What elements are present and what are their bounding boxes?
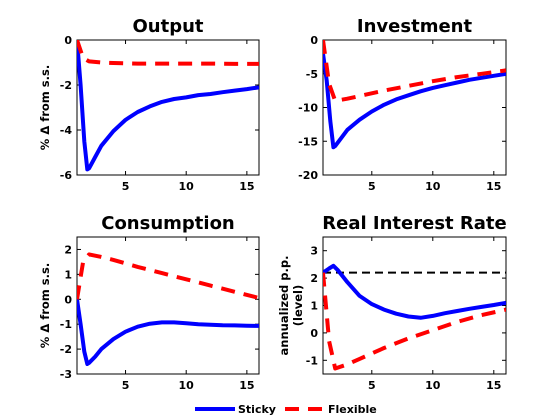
chart-title: Real Interest Rate [322,213,506,234]
series-line-flexible [77,252,259,300]
x-tick-label: 5 [122,180,130,193]
y-axis-label-line: % Δ from s.s. [38,65,52,150]
legend-label-sticky: Sticky [238,403,276,416]
series-line-flexible [323,272,506,371]
y-tick-label: -2 [60,343,72,356]
y-tick-label: -6 [60,169,73,182]
y-axis-label-line: annualized p.p. [277,256,291,356]
chart-panel-output: Output 0 -2 -4 -6 5 10 15 % Δ from s.s. [38,16,260,193]
chart-title: Consumption [101,213,235,234]
chart-panel-investment: Investment 0 -5 -10 -15 -20 5 10 15 [298,16,507,193]
chart-title: Investment [357,16,473,37]
y-axis-label-line: % Δ from s.s. [38,263,52,348]
y-tick-label: -3 [60,368,72,381]
series-line-flexible [323,40,506,103]
plot-series [77,40,259,172]
y-tick-label: -1 [60,318,72,331]
plot-series [323,263,506,371]
chart-title: Output [132,16,203,37]
y-tick-label: -10 [298,102,318,115]
y-tick-label: 2 [64,243,72,256]
x-tick-label: 5 [368,180,376,193]
y-tick-label: 0 [64,293,72,306]
y-tick-label: 1 [64,268,72,281]
y-tick-label: 2 [310,272,318,285]
x-tick-label: 10 [425,180,441,193]
x-tick-label: 15 [239,180,254,193]
series-line-flexible [77,40,259,66]
x-tick-label: 5 [368,379,376,392]
legend-label-flexible: Flexible [328,403,377,416]
y-tick-label: -20 [298,169,318,182]
y-tick-label: 0 [310,34,318,47]
plot-series [77,252,259,366]
series-line-sticky [77,299,259,366]
y-axis-label: % Δ from s.s. [38,65,52,150]
plot-area-frame [76,39,260,176]
y-tick-label: -15 [298,135,318,148]
series-line-sticky [323,263,506,320]
x-tick-label: 5 [122,379,130,392]
y-tick-label: 1 [310,300,318,313]
x-tick-label: 15 [239,379,254,392]
x-tick-label: 15 [486,379,501,392]
y-axis-label-line: (level) [291,285,305,327]
x-tick-label: 10 [425,379,441,392]
y-tick-label: 0 [310,327,318,340]
series-line-sticky [323,53,506,150]
y-tick-label: 3 [310,245,318,258]
x-tick-label: 10 [179,379,195,392]
plot-area-frame [76,236,260,375]
y-axis-label: % Δ from s.s. [38,263,52,348]
x-tick-label: 15 [486,180,501,193]
y-tick-label: -1 [306,354,318,367]
y-tick-label: -2 [60,79,72,92]
legend: Sticky Flexible [195,403,377,416]
y-tick-label: -5 [306,68,318,81]
plot-area-frame [322,39,507,176]
y-tick-label: -4 [60,124,73,137]
y-axis-label: annualized p.p.(level) [277,256,305,356]
plot-series [323,40,506,150]
y-tick-label: 0 [64,34,72,47]
x-tick-label: 10 [179,180,195,193]
series-line-sticky [77,40,259,172]
